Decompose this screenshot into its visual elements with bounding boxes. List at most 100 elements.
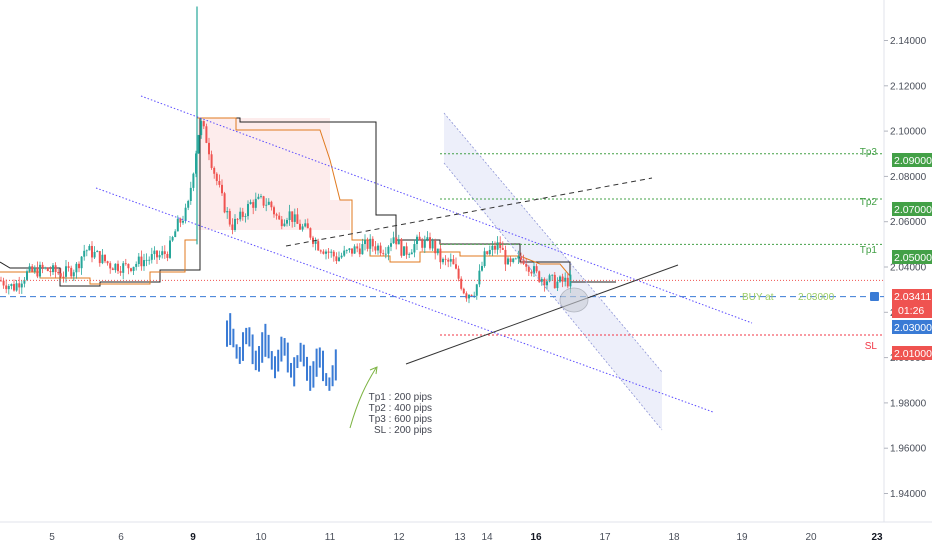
candle-body bbox=[348, 248, 351, 251]
projection-bar bbox=[245, 327, 248, 345]
candle-body bbox=[228, 211, 231, 225]
candle-body bbox=[431, 240, 434, 249]
price-tick-label: 2.12000 bbox=[890, 81, 927, 92]
level-label-tp2: Tp2 bbox=[860, 197, 878, 208]
candle-body bbox=[543, 278, 546, 286]
shaded-channel-edge-top bbox=[443, 112, 663, 373]
candle-body bbox=[197, 135, 200, 154]
candle-body bbox=[364, 239, 366, 245]
candle-body bbox=[127, 263, 130, 269]
channel-lower-line[interactable] bbox=[95, 187, 714, 413]
time-tick-label: 11 bbox=[325, 532, 336, 543]
candle-body bbox=[330, 251, 333, 253]
candle-body bbox=[23, 279, 26, 284]
candle-body bbox=[306, 223, 309, 229]
forecast-arrow-head bbox=[369, 366, 378, 375]
candle-body bbox=[517, 256, 520, 259]
candle-body bbox=[174, 231, 177, 238]
projection-bar bbox=[235, 344, 238, 359]
support-trend-line[interactable] bbox=[405, 264, 679, 365]
projection-bar bbox=[312, 361, 315, 388]
projection-bar bbox=[322, 350, 324, 382]
candle-body bbox=[7, 286, 10, 290]
entry-highlight-ellipse[interactable] bbox=[559, 287, 589, 313]
candle-body bbox=[57, 272, 60, 274]
candle-body bbox=[379, 245, 382, 254]
projection-bar bbox=[318, 347, 321, 368]
ichimoku-cloud bbox=[198, 118, 350, 230]
candle-body bbox=[150, 254, 153, 260]
candle-body bbox=[62, 276, 65, 278]
candle-body bbox=[234, 218, 236, 230]
candle-body bbox=[481, 266, 483, 271]
candle-body bbox=[296, 214, 299, 224]
level-label-tp3: Tp3 bbox=[860, 147, 878, 158]
candle-body bbox=[184, 207, 187, 221]
candle-body bbox=[111, 268, 114, 271]
forecast-arrow[interactable] bbox=[349, 367, 377, 429]
candle-body bbox=[546, 281, 548, 286]
price-tick-label: 2.06000 bbox=[890, 217, 927, 228]
channel-upper-line[interactable] bbox=[140, 95, 753, 324]
candle-body bbox=[2, 280, 5, 286]
candle-body bbox=[327, 251, 330, 253]
projection-bar bbox=[267, 334, 270, 359]
candle-body bbox=[98, 251, 101, 264]
note-tp1: Tp1 : 200 pips bbox=[369, 392, 432, 403]
candle-body bbox=[499, 242, 502, 248]
candle-body bbox=[231, 224, 234, 230]
candle-body bbox=[462, 288, 465, 294]
candle-body bbox=[59, 273, 62, 277]
candle-body bbox=[189, 187, 192, 201]
candle-body bbox=[509, 258, 512, 262]
candle-body bbox=[416, 236, 418, 245]
time-tick-label: 12 bbox=[393, 532, 405, 543]
price-tick-label: 2.04000 bbox=[890, 263, 927, 274]
dashed-trend-line[interactable] bbox=[285, 177, 653, 247]
buy-price-text: 2.03000 bbox=[894, 322, 932, 334]
buy-at-label: BUY at bbox=[742, 292, 774, 303]
candle-body bbox=[457, 268, 460, 279]
candle-body bbox=[286, 219, 288, 224]
projection-bar bbox=[274, 356, 276, 379]
candle-body bbox=[366, 239, 369, 249]
candle-body bbox=[124, 263, 127, 265]
candle-body bbox=[551, 274, 554, 276]
badge-tp3-text: 2.09000 bbox=[894, 155, 932, 167]
candle-body bbox=[176, 218, 179, 232]
candle-body bbox=[28, 266, 31, 272]
candle-body bbox=[143, 260, 145, 267]
candle-body bbox=[252, 202, 255, 208]
candle-body bbox=[470, 294, 473, 296]
candle-body bbox=[455, 264, 457, 269]
candle-body bbox=[83, 250, 86, 257]
time-tick-label: 17 bbox=[599, 532, 611, 543]
candle-body bbox=[488, 249, 491, 255]
candle-body bbox=[46, 267, 49, 271]
candle-body bbox=[460, 278, 463, 289]
candle-body bbox=[262, 196, 265, 206]
candle-body bbox=[319, 250, 322, 252]
candle-body bbox=[520, 256, 522, 260]
candle-body bbox=[410, 252, 413, 255]
candle-body bbox=[31, 266, 34, 272]
time-tick-label: 5 bbox=[49, 532, 55, 543]
candle-body bbox=[156, 250, 158, 258]
candle-body bbox=[85, 250, 88, 252]
candle-body bbox=[561, 276, 564, 282]
candle-body bbox=[530, 271, 533, 274]
price-alert-marker[interactable] bbox=[870, 292, 879, 301]
candle-body bbox=[356, 246, 359, 249]
candle-body bbox=[504, 249, 507, 265]
candle-body bbox=[314, 241, 317, 244]
candle-body bbox=[548, 275, 551, 282]
projection-bar bbox=[229, 313, 232, 346]
candle-body bbox=[280, 219, 283, 227]
projection-bar bbox=[286, 342, 289, 373]
price-tick-label: 2.14000 bbox=[890, 36, 927, 47]
candle-body bbox=[26, 271, 28, 280]
candle-body bbox=[106, 261, 109, 264]
badge-tp2-text: 2.07000 bbox=[894, 204, 932, 216]
candle-body bbox=[88, 245, 91, 251]
